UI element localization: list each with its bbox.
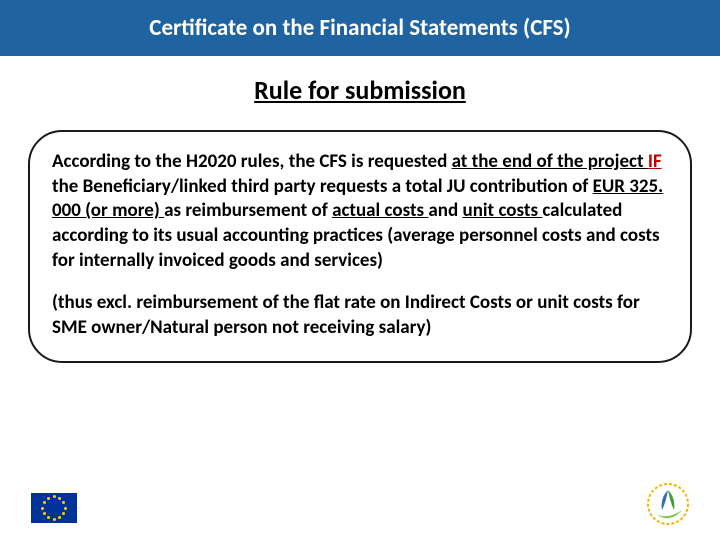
eu-stars [41,495,67,521]
p1-lead: According to the H2020 rules, the CFS is… [52,150,452,173]
subtitle: Rule for submission [0,74,720,106]
content-box: According to the H2020 rules, the CFS is… [28,130,692,363]
p1-underline-actual-costs: actual costs [332,199,428,222]
title-bar: Certificate on the Financial Statements … [0,0,720,56]
p1-mid3: and [428,199,462,222]
p1-underline-end-of-project: at the end of the project [452,150,648,173]
page-title: Certificate on the Financial Statements … [149,14,570,42]
p1-mid1: the Beneficiary/linked third party reque… [52,175,593,198]
partner-logo-icon [642,480,694,528]
p1-if: IF [648,150,662,173]
footer [0,478,720,528]
p1-mid2: as reimbursement of [164,199,332,222]
paragraph-2: (thus excl. reimbursement of the flat ra… [52,291,668,340]
paragraph-1: According to the H2020 rules, the CFS is… [52,150,668,273]
p1-underline-unit-costs: unit costs [463,199,543,222]
eu-flag-icon [30,492,78,524]
